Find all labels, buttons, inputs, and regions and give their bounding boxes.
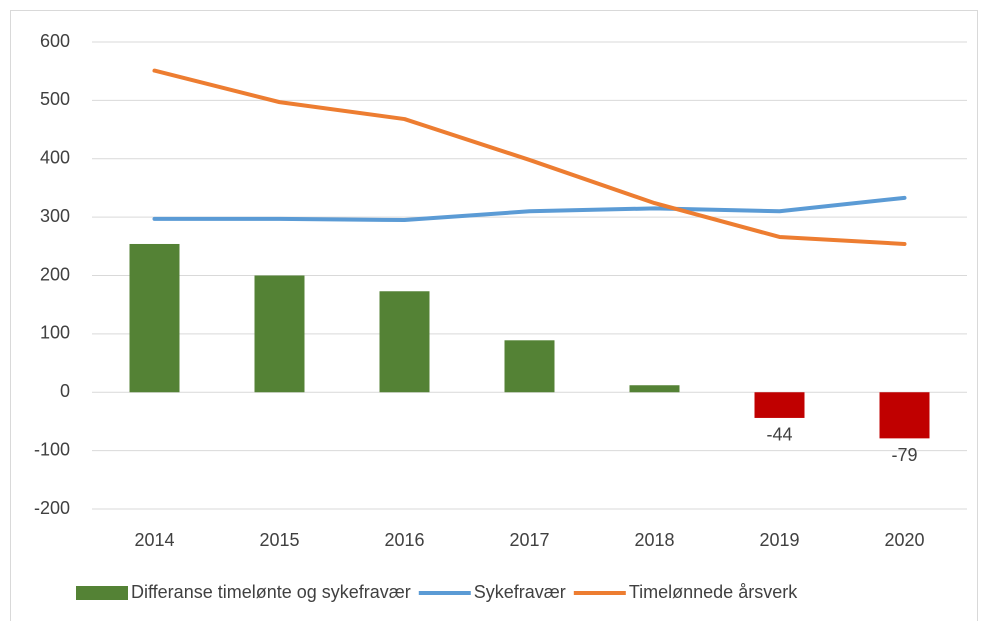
line [152, 195, 907, 223]
legend-label: Differanse timelønte og sykefravær [131, 582, 411, 602]
legend-label: Sykefravær [474, 582, 566, 602]
y-tick-label: 500 [40, 89, 70, 109]
y-tick-label: 0 [60, 381, 70, 401]
y-tick-label: 300 [40, 206, 70, 226]
x-tick-label: 2016 [384, 530, 424, 550]
y-tick-label: -100 [34, 439, 70, 459]
y-tick-label: 100 [40, 323, 70, 343]
bar [129, 243, 180, 393]
line [152, 68, 907, 246]
bar [629, 385, 680, 393]
bar [254, 275, 305, 393]
x-tick-label: 2014 [134, 530, 174, 550]
bar [379, 291, 430, 393]
x-tick-label: 2020 [884, 530, 924, 550]
data-label: -79 [891, 445, 917, 465]
x-tick-label: 2019 [759, 530, 799, 550]
y-tick-label: 400 [40, 148, 70, 168]
legend-swatch [76, 586, 128, 600]
x-tick-label: 2017 [509, 530, 549, 550]
y-tick-label: 200 [40, 264, 70, 284]
x-tick-label: 2018 [634, 530, 674, 550]
legend-label: Timelønnede årsverk [629, 582, 798, 602]
bar [879, 392, 930, 439]
bar [754, 392, 805, 418]
data-label: -44 [766, 425, 792, 445]
y-tick-label: -200 [34, 498, 70, 518]
y-tick-label: 600 [40, 31, 70, 51]
x-tick-label: 2015 [259, 530, 299, 550]
bar [504, 340, 555, 393]
